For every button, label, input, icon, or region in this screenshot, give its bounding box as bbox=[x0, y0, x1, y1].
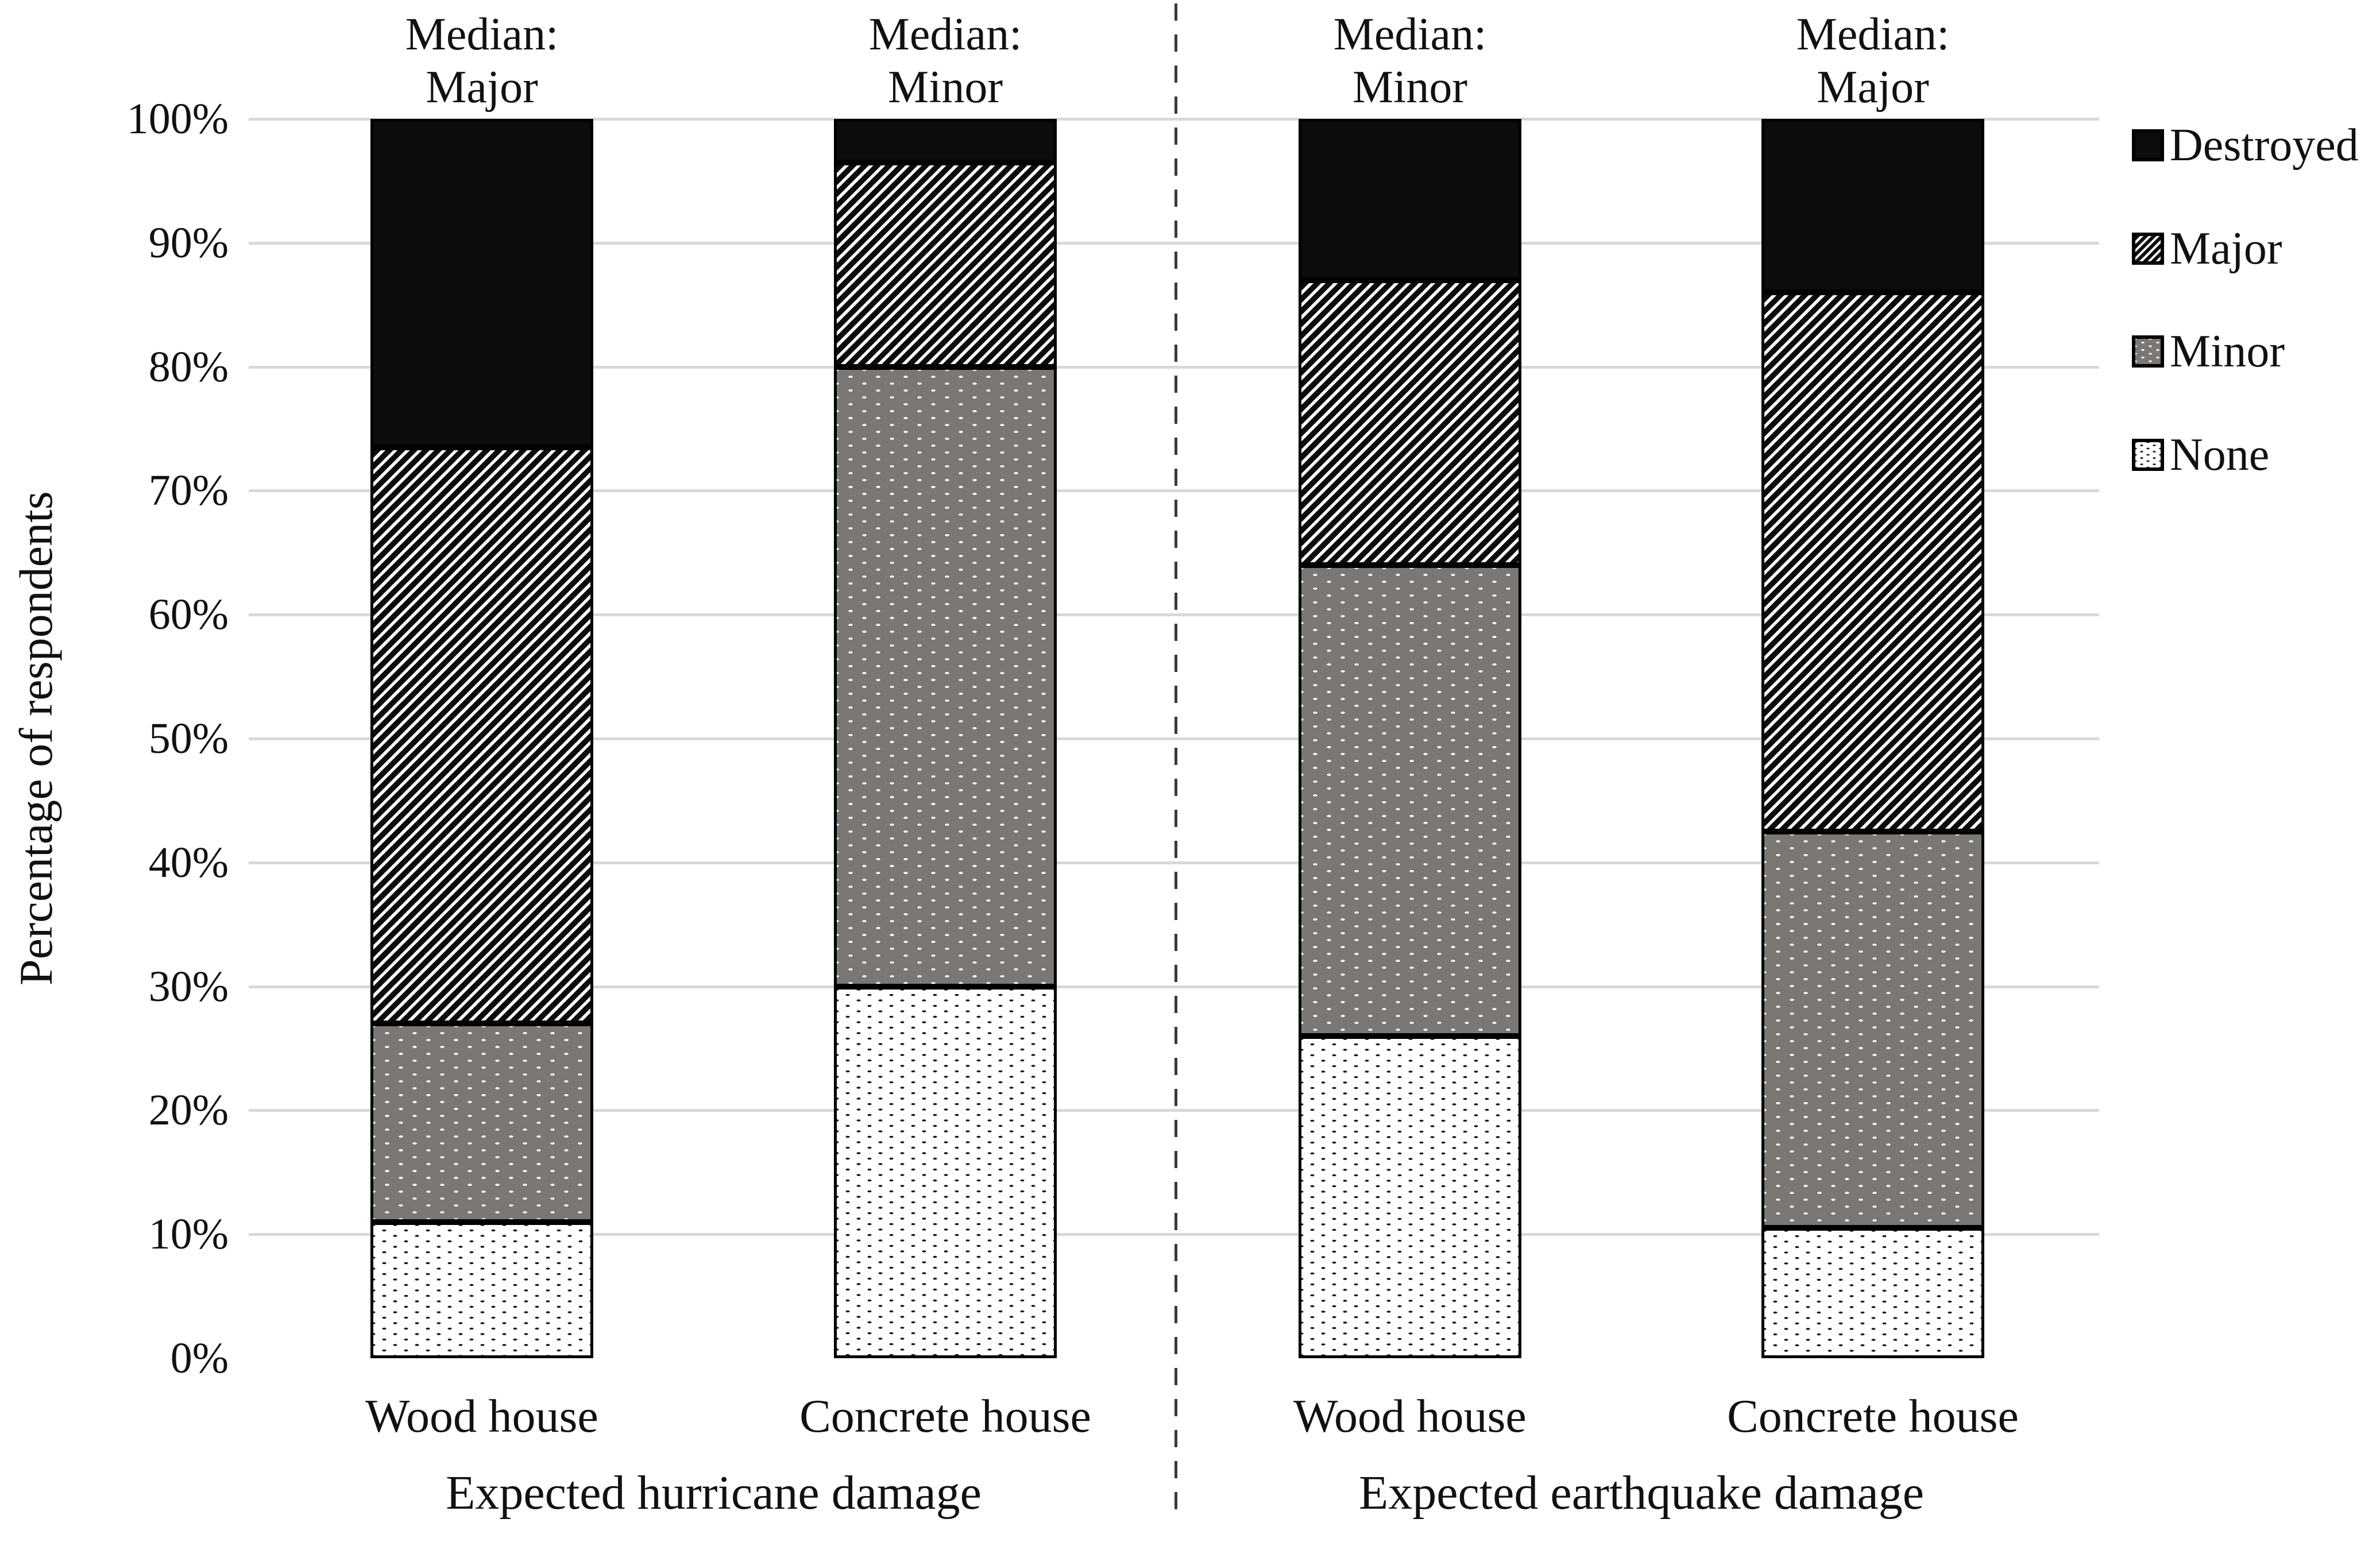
bar-wood-house-hurricane bbox=[370, 119, 593, 1358]
bar-segment-destroyed-concrete-house-earthquake bbox=[1761, 119, 1984, 293]
gridline-100pct bbox=[249, 118, 2099, 121]
y-tick-label-100pct: 100% bbox=[126, 95, 229, 143]
category-label-concrete-house-earthquake: Concrete house bbox=[1727, 1390, 2019, 1442]
category-label-concrete-house-hurricane: Concrete house bbox=[799, 1390, 1091, 1442]
y-tick-label-80pct: 80% bbox=[148, 342, 229, 391]
legend-swatch-none-icon bbox=[2132, 439, 2164, 471]
group-label-expected-earthquake-damage: Expected earthquake damage bbox=[1358, 1466, 1925, 1520]
y-tick-label-30pct: 30% bbox=[148, 962, 229, 1011]
median-value: Minor bbox=[1353, 62, 1467, 113]
bar-segment-major-wood-house-earthquake bbox=[1299, 280, 1521, 565]
median-value: Major bbox=[426, 62, 538, 113]
y-tick-label-40pct: 40% bbox=[148, 838, 229, 887]
y-tick-label-50pct: 50% bbox=[148, 714, 229, 763]
legend-label-destroyed: Destroyed bbox=[2170, 120, 2359, 171]
median-prefix: Median: bbox=[1796, 9, 1950, 60]
median-label-3: Median: Minor bbox=[1209, 8, 1611, 114]
gridline-30pct bbox=[249, 985, 2099, 988]
gridline-80pct bbox=[249, 365, 2099, 369]
legend-swatch-major-icon bbox=[2132, 233, 2164, 265]
bar-segment-minor-concrete-house-earthquake bbox=[1761, 831, 1984, 1228]
bar-segment-destroyed-concrete-house-hurricane bbox=[834, 119, 1057, 163]
group-label-expected-hurricane-damage: Expected hurricane damage bbox=[446, 1466, 982, 1520]
median-prefix: Median: bbox=[1333, 9, 1487, 60]
bar-segment-minor-wood-house-hurricane bbox=[370, 1023, 593, 1222]
median-prefix: Median: bbox=[405, 9, 559, 60]
bar-segment-major-concrete-house-earthquake bbox=[1761, 292, 1984, 832]
bar-segment-destroyed-wood-house-earthquake bbox=[1299, 119, 1521, 280]
median-label-4: Median: Major bbox=[1672, 8, 2074, 114]
bar-concrete-house-earthquake bbox=[1761, 119, 1984, 1358]
y-tick-label-10pct: 10% bbox=[148, 1210, 229, 1259]
legend-item-destroyed: Destroyed bbox=[2132, 119, 2359, 171]
category-label-wood-house-earthquake: Wood house bbox=[1293, 1390, 1527, 1442]
legend-item-major: Major bbox=[2132, 223, 2282, 275]
bar-concrete-house-hurricane bbox=[834, 119, 1057, 1358]
y-tick-label-70pct: 70% bbox=[148, 466, 229, 515]
median-value: Minor bbox=[888, 62, 1003, 113]
group-divider-dashed-line bbox=[1174, 3, 1177, 1516]
bar-segment-minor-wood-house-earthquake bbox=[1299, 565, 1521, 1036]
bar-segment-major-wood-house-hurricane bbox=[370, 447, 593, 1024]
median-value: Major bbox=[1817, 62, 1929, 113]
median-prefix: Median: bbox=[868, 9, 1022, 60]
y-tick-label-60pct: 60% bbox=[148, 590, 229, 639]
category-label-wood-house-hurricane: Wood house bbox=[365, 1390, 598, 1442]
bar-segment-none-wood-house-earthquake bbox=[1299, 1035, 1521, 1358]
gridline-60pct bbox=[249, 613, 2099, 617]
bar-wood-house-earthquake bbox=[1299, 119, 1521, 1358]
legend-item-none: None bbox=[2132, 429, 2269, 481]
legend-item-minor: Minor bbox=[2132, 326, 2285, 377]
legend-swatch-minor-icon bbox=[2132, 335, 2164, 368]
legend-label-major: Major bbox=[2170, 223, 2282, 274]
bar-segment-destroyed-wood-house-hurricane bbox=[370, 119, 593, 447]
bar-segment-minor-concrete-house-hurricane bbox=[834, 366, 1057, 987]
gridline-20pct bbox=[249, 1109, 2099, 1112]
y-tick-label-20pct: 20% bbox=[148, 1086, 229, 1135]
gridline-70pct bbox=[249, 489, 2099, 493]
gridline-40pct bbox=[249, 861, 2099, 864]
median-label-1: Median: Major bbox=[281, 8, 683, 114]
y-tick-label-90pct: 90% bbox=[148, 218, 229, 267]
median-label-2: Median: Minor bbox=[744, 8, 1146, 114]
bar-segment-major-concrete-house-hurricane bbox=[834, 162, 1057, 367]
legend-label-none: None bbox=[2170, 430, 2270, 480]
bar-segment-none-concrete-house-hurricane bbox=[834, 986, 1057, 1358]
bar-segment-none-concrete-house-earthquake bbox=[1761, 1228, 1984, 1358]
gridline-50pct bbox=[249, 737, 2099, 740]
legend-swatch-destroyed-icon bbox=[2132, 129, 2164, 161]
legend-label-minor: Minor bbox=[2170, 326, 2285, 377]
gridline-90pct bbox=[249, 241, 2099, 245]
bar-segment-none-wood-house-hurricane bbox=[370, 1222, 593, 1358]
gridline-10pct bbox=[249, 1233, 2099, 1236]
y-tick-label-0pct: 0% bbox=[170, 1334, 229, 1382]
